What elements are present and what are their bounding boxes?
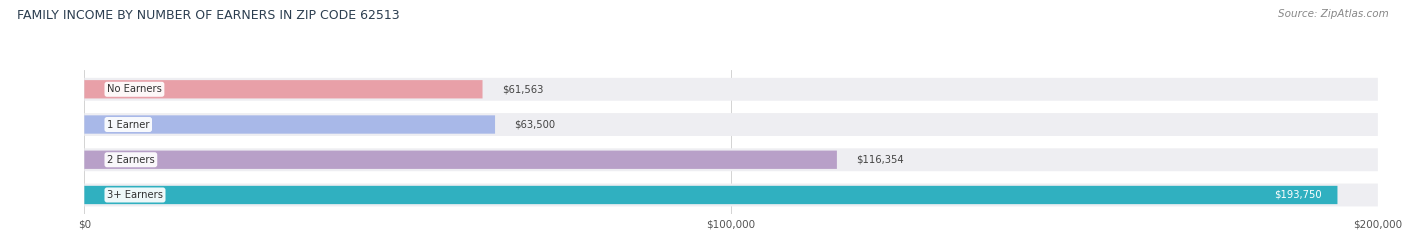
Text: 3+ Earners: 3+ Earners bbox=[107, 190, 163, 200]
Text: $116,354: $116,354 bbox=[856, 155, 904, 165]
Text: 2 Earners: 2 Earners bbox=[107, 155, 155, 165]
FancyBboxPatch shape bbox=[84, 148, 1378, 171]
Text: $193,750: $193,750 bbox=[1274, 190, 1322, 200]
FancyBboxPatch shape bbox=[84, 184, 1378, 206]
Text: No Earners: No Earners bbox=[107, 84, 162, 94]
Text: Source: ZipAtlas.com: Source: ZipAtlas.com bbox=[1278, 9, 1389, 19]
Text: 1 Earner: 1 Earner bbox=[107, 120, 149, 130]
FancyBboxPatch shape bbox=[84, 80, 482, 98]
Text: $61,563: $61,563 bbox=[502, 84, 543, 94]
FancyBboxPatch shape bbox=[84, 113, 1378, 136]
FancyBboxPatch shape bbox=[84, 115, 495, 134]
FancyBboxPatch shape bbox=[84, 186, 1337, 204]
FancyBboxPatch shape bbox=[84, 78, 1378, 101]
Text: $63,500: $63,500 bbox=[515, 120, 555, 130]
Text: FAMILY INCOME BY NUMBER OF EARNERS IN ZIP CODE 62513: FAMILY INCOME BY NUMBER OF EARNERS IN ZI… bbox=[17, 9, 399, 22]
FancyBboxPatch shape bbox=[84, 151, 837, 169]
